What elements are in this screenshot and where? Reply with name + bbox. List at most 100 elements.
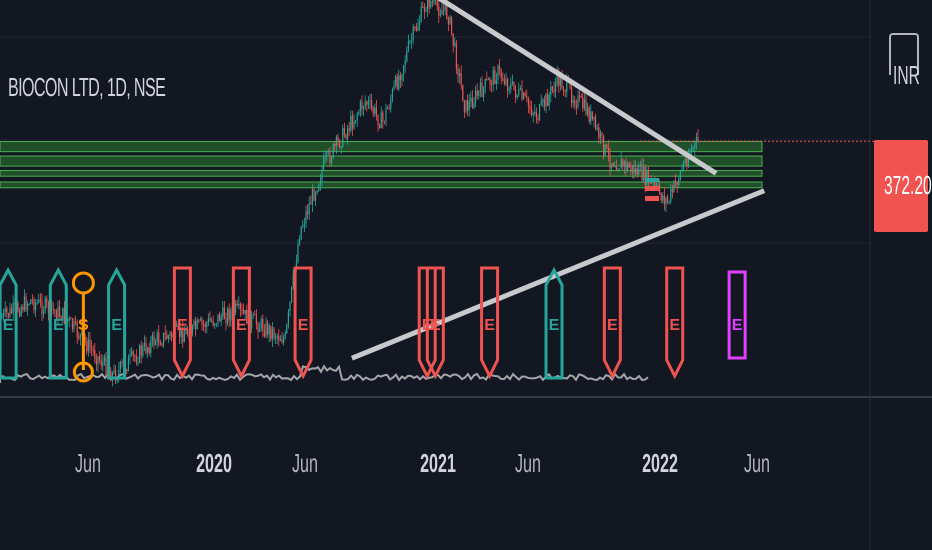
candle-body <box>287 311 289 325</box>
candle-body <box>470 97 472 102</box>
candle-body <box>235 303 237 313</box>
candle-body <box>671 189 673 192</box>
last-price-value: 372.20 <box>884 170 932 200</box>
candle-body <box>577 95 579 108</box>
candle-body <box>44 298 46 311</box>
support-resistance-zones <box>0 140 875 189</box>
candle-body <box>374 107 376 114</box>
candle-body <box>103 356 105 363</box>
candle-body <box>68 318 70 321</box>
candle-body <box>580 95 582 98</box>
earnings-beat-marker <box>0 266 18 380</box>
earnings-beat-marker <box>48 266 68 380</box>
volume-area <box>0 364 649 383</box>
candle-body <box>281 339 283 343</box>
candle-body <box>17 303 19 312</box>
event-marker-3: E <box>107 266 127 380</box>
candle-body <box>270 325 272 340</box>
candle-body <box>225 318 227 323</box>
candle-body <box>561 77 563 89</box>
candle-body <box>407 41 409 51</box>
candle-body <box>652 181 654 183</box>
candle-body <box>297 244 299 263</box>
last-price-tag: 372.20 <box>874 140 932 232</box>
candle-body <box>302 225 304 227</box>
candle-body <box>187 329 189 335</box>
event-marker-letter: E <box>177 317 188 334</box>
candle-body <box>574 100 576 106</box>
candle-body <box>667 197 669 202</box>
candle-body <box>615 166 617 171</box>
candle-body <box>55 310 57 320</box>
candle-body <box>191 325 193 334</box>
candle-body <box>531 108 533 115</box>
candle-body <box>363 106 365 110</box>
candle-body <box>462 84 464 102</box>
candle-body <box>419 21 421 27</box>
candle-body <box>11 308 13 314</box>
event-marker-11: E <box>602 266 622 380</box>
candle-body <box>553 89 555 92</box>
candle-body <box>355 120 357 122</box>
candle-body <box>313 189 315 201</box>
candle-body <box>695 137 697 142</box>
candle-body <box>369 100 371 102</box>
currency-label: INR <box>893 60 920 90</box>
candle-body <box>3 312 5 318</box>
candle-body <box>30 299 32 304</box>
candle-body <box>300 226 302 240</box>
candle-body <box>332 144 334 159</box>
event-marker-letter: E <box>53 317 64 334</box>
event-marker-4: E <box>172 266 192 380</box>
candle-body <box>91 347 93 350</box>
candle-body <box>591 111 593 120</box>
candle-body <box>75 321 77 323</box>
candle-body <box>556 72 558 84</box>
candle-body <box>31 299 33 301</box>
candle-body <box>476 90 478 96</box>
candle-body <box>164 332 166 335</box>
candle-body <box>251 315 253 329</box>
earnings-miss-marker <box>602 266 622 380</box>
candle-body <box>446 4 448 19</box>
candle-body <box>547 94 549 106</box>
candle-body <box>236 303 238 305</box>
candle-body <box>132 351 134 356</box>
event-marker-letter: E <box>732 317 743 334</box>
candle-body <box>185 329 187 335</box>
candle-body <box>57 306 59 320</box>
candle-body <box>25 296 27 311</box>
candle-body <box>620 159 622 169</box>
candle-body <box>467 100 469 111</box>
candle-body <box>35 302 37 311</box>
candle-body <box>59 306 61 317</box>
candle-body <box>367 101 369 105</box>
candle-body <box>193 321 195 326</box>
candle-body <box>166 334 168 339</box>
candle-body <box>500 69 502 79</box>
event-marker-letter: E <box>484 317 495 334</box>
candle-body <box>159 343 161 345</box>
candle-body <box>334 144 336 147</box>
candle-body <box>455 42 457 69</box>
candle-body <box>36 302 38 304</box>
candle-body <box>175 325 177 327</box>
candle-body <box>502 78 504 81</box>
candle-body <box>371 100 373 108</box>
candle-body <box>625 161 627 171</box>
candle-body <box>94 350 96 359</box>
candle-body <box>129 354 131 358</box>
candle-body <box>399 75 401 81</box>
candle-body <box>691 147 693 153</box>
candle-body <box>6 308 8 314</box>
candle-body <box>222 307 224 317</box>
candle-body <box>542 99 544 102</box>
candle-body <box>84 336 86 342</box>
candle-body <box>52 308 54 310</box>
candle-body <box>1 317 3 319</box>
earnings-miss-marker <box>172 266 192 380</box>
candle-body <box>412 26 414 41</box>
candle-body <box>643 167 645 181</box>
candle-body <box>46 298 48 303</box>
